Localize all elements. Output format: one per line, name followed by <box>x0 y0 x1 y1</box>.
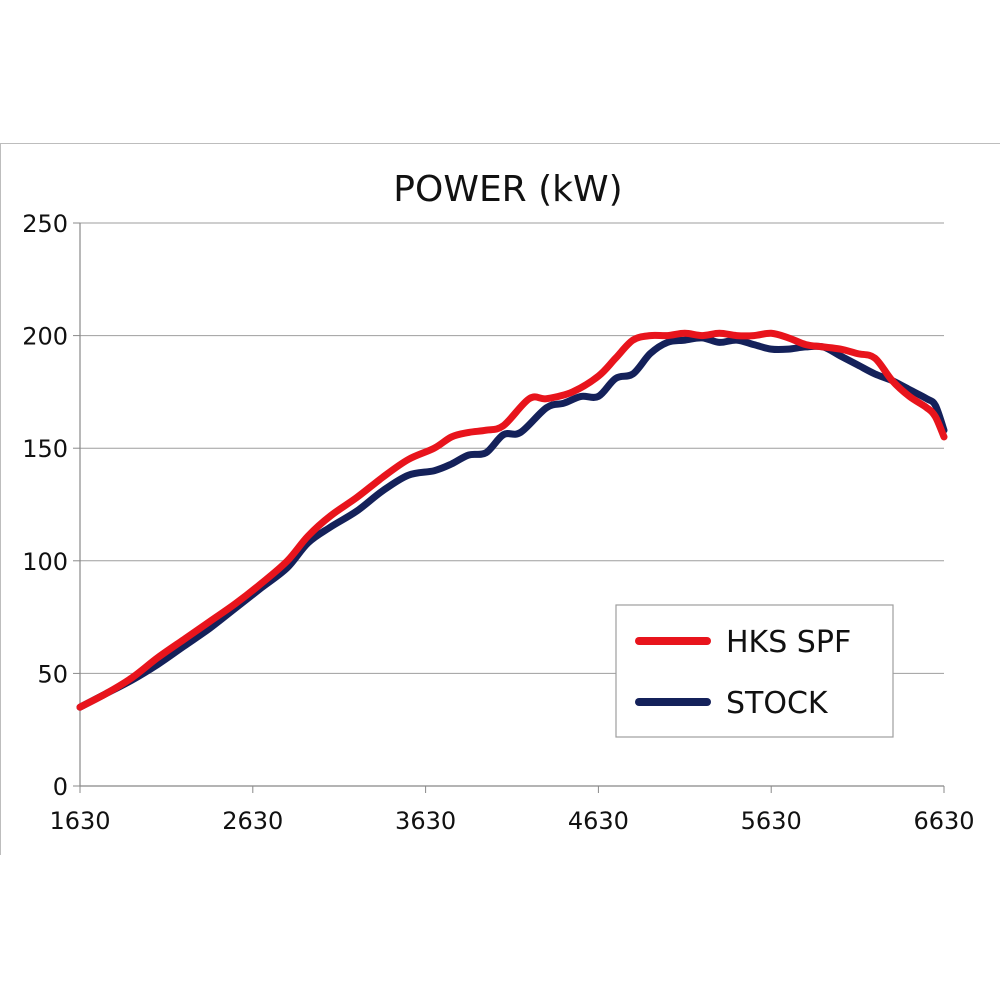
legend-label-hks-spf: HKS SPF <box>726 625 851 660</box>
chart-frame <box>0 143 1000 855</box>
x-tick-label: 5630 <box>741 807 802 835</box>
legend-box <box>615 604 894 738</box>
gridlines <box>80 222 944 674</box>
series-line-stock <box>76 334 948 711</box>
y-tick-label: 50 <box>37 660 68 688</box>
axes <box>79 223 944 787</box>
chart-title: POWER (kW) <box>393 169 622 210</box>
y-tick-label: 0 <box>53 773 68 801</box>
x-tick-label: 4630 <box>568 807 629 835</box>
y-tick-label: 250 <box>22 210 68 238</box>
x-tick-label: 1630 <box>49 807 110 835</box>
series-line-hks-spf <box>76 329 948 711</box>
x-tick-label: 6630 <box>913 807 974 835</box>
x-tick-label: 3630 <box>395 807 456 835</box>
y-tick-label: 150 <box>22 435 68 463</box>
legend: HKS SPF STOCK <box>615 604 894 738</box>
y-axis-ticks: 0 50 100 150 200 250 <box>22 210 80 801</box>
y-tick-label: 200 <box>22 323 68 351</box>
series-lines <box>76 329 948 711</box>
y-tick-label: 100 <box>22 548 68 576</box>
legend-label-stock: STOCK <box>726 686 829 721</box>
x-tick-label: 2630 <box>222 807 283 835</box>
x-axis-ticks: 1630 2630 3630 4630 5630 6630 <box>49 786 975 835</box>
